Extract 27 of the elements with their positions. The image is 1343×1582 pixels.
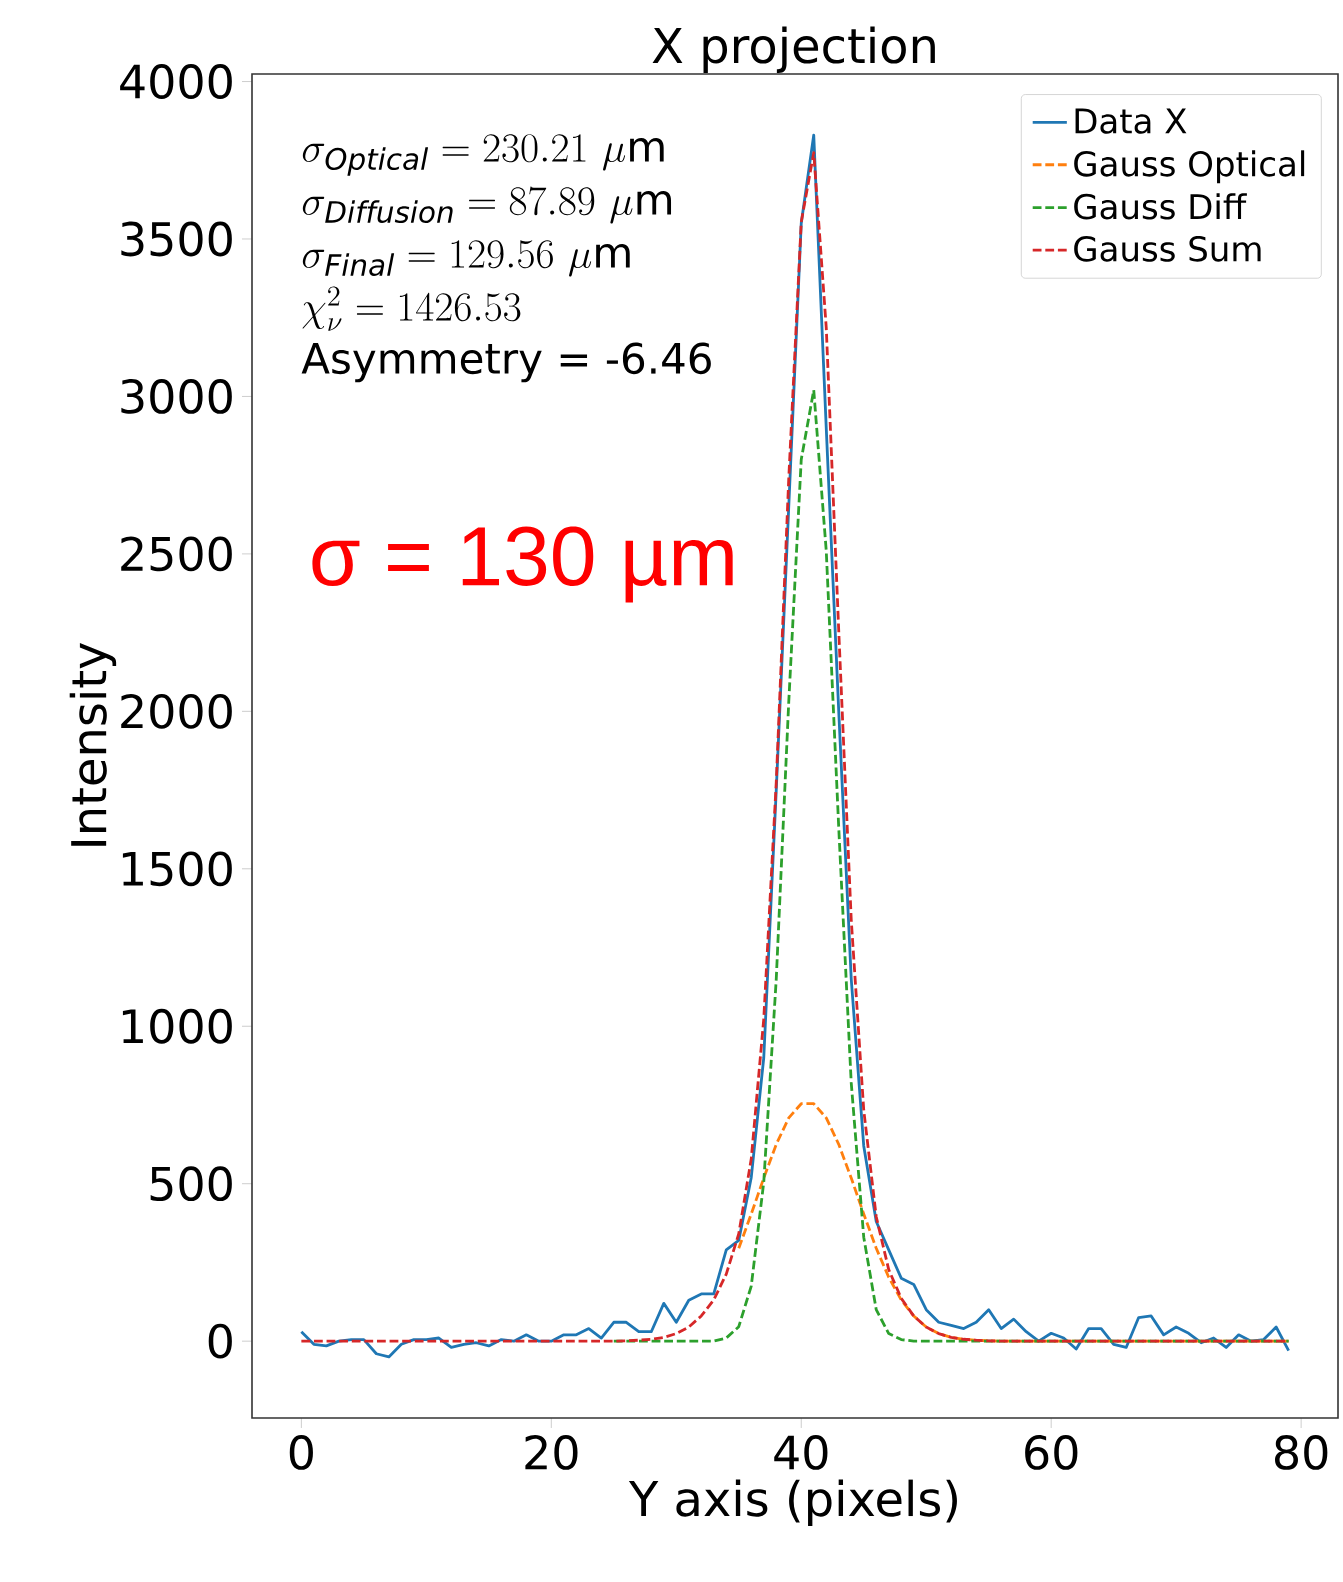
legend-label: Data X — [1075, 108, 1187, 134]
y-tick-label: 0 — [208, 1323, 232, 1359]
annotation: Asymmetry = -6.46 — [301, 342, 711, 383]
y-tick-label: 2500 — [121, 536, 232, 572]
x-tick-label: 80 — [1275, 1435, 1328, 1470]
x-tick-label: 60 — [1025, 1435, 1078, 1470]
chart-title: X projection — [652, 26, 935, 73]
annotation: $\sigma_{\mathit{Final}} = 129.56\ \mu\mathrm{m}$ — [302, 240, 630, 277]
y-axis-title: Intensity — [69, 642, 117, 846]
x-axis-title: Y axis (pixels) — [628, 1479, 957, 1527]
legend-label: Gauss Optical — [1074, 150, 1305, 184]
legend-label: Gauss Sum — [1074, 235, 1261, 262]
y-tick-label: 3500 — [121, 221, 232, 257]
annotation: $\chi_{\nu}^{2}= 1426.53$ — [302, 286, 521, 331]
annotation: $\sigma_{\mathit{Diffusion}} = 87.89\ \mu\mathrm{m}$ — [302, 186, 672, 224]
y-tick-label: 3000 — [121, 379, 232, 414]
x-tick-label: 20 — [525, 1435, 578, 1470]
y-tick-label: 4000 — [120, 64, 232, 99]
y-tick-label: 500 — [150, 1166, 232, 1202]
x-tick-label: 40 — [774, 1435, 828, 1470]
annotation: σ = 130 µm — [312, 526, 733, 603]
x-tick-label: 0 — [289, 1435, 313, 1470]
y-tick-label: 1000 — [122, 1008, 232, 1044]
y-tick-label: 1500 — [122, 851, 232, 887]
legend-label: Gauss Diff — [1074, 193, 1247, 220]
annotation: $\sigma_{\mathit{Optical}} = 230.21\ \mu\mathrm{m}$ — [302, 134, 664, 176]
y-tick-label: 2000 — [121, 693, 232, 729]
